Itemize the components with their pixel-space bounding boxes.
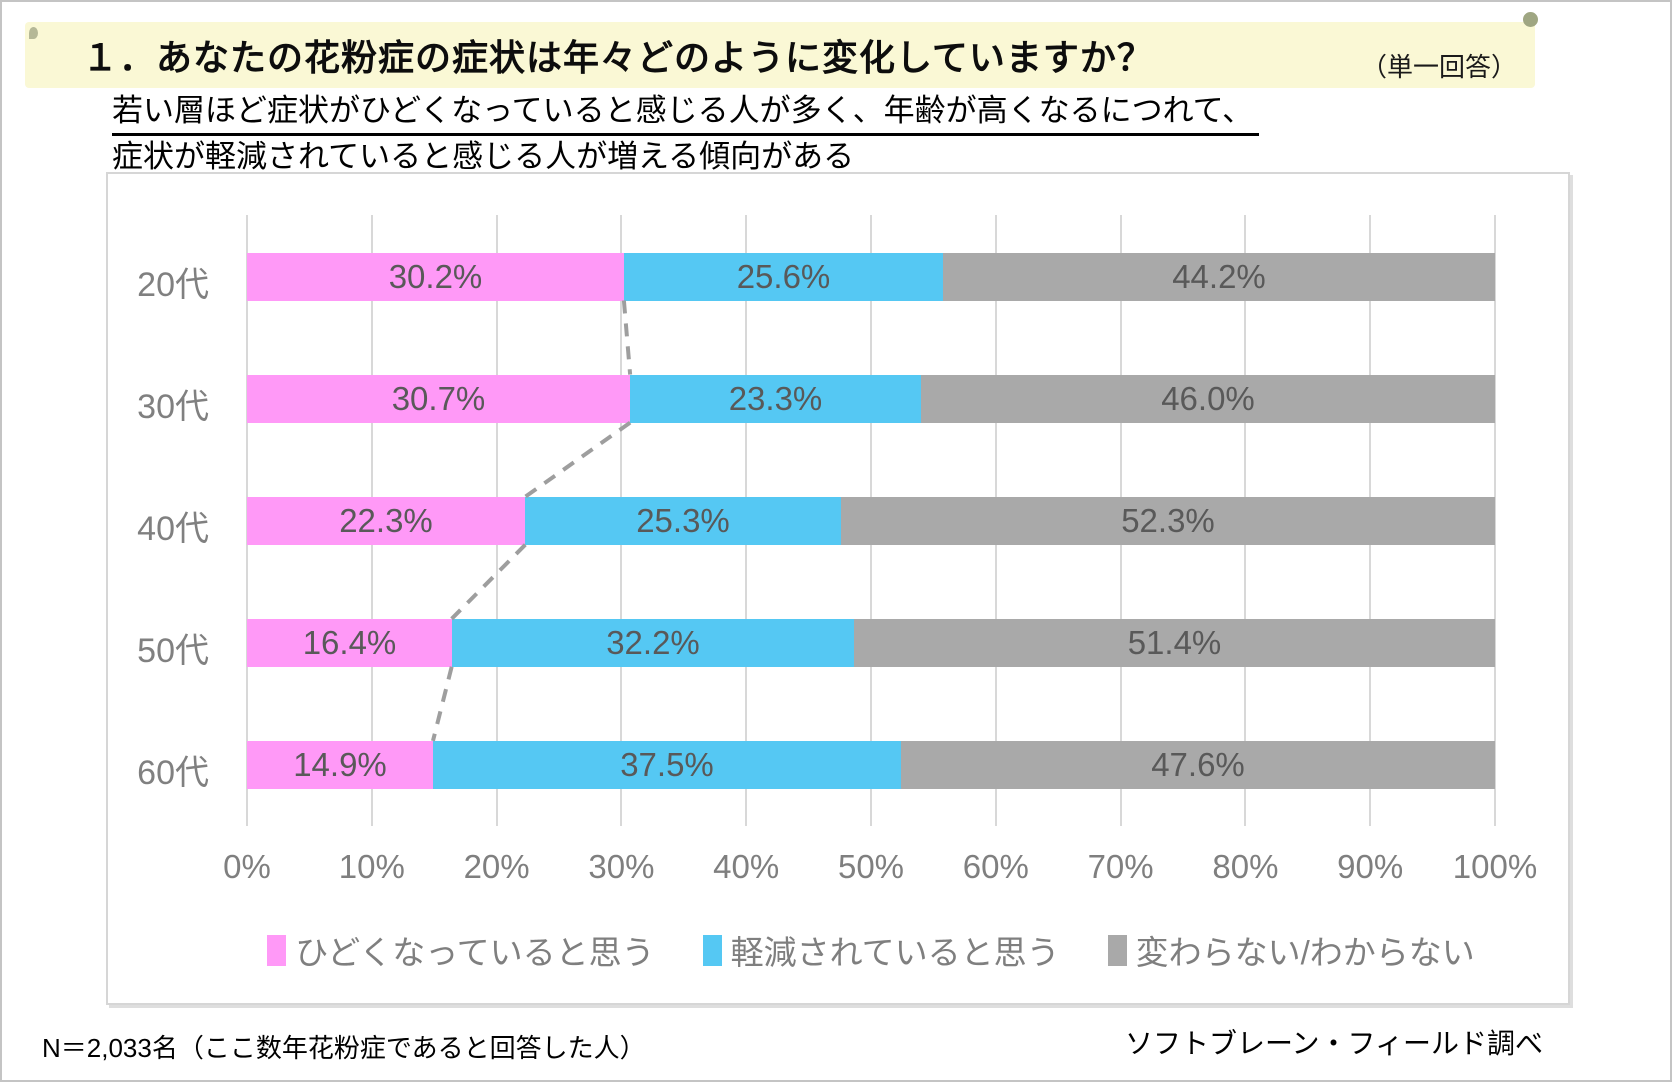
bar-row: 16.4% 32.2% 51.4%	[247, 618, 1495, 667]
category-label: 40代	[137, 509, 209, 548]
bar-segment: 37.5%	[433, 740, 901, 789]
bar-segment: 16.4%	[247, 618, 452, 667]
bar-segment: 22.3%	[247, 496, 525, 545]
x-axis-tick-label: 60%	[962, 848, 1029, 885]
bar-segment: 25.3%	[525, 496, 841, 545]
bar-segment: 46.0%	[921, 374, 1495, 423]
bar-segment: 44.2%	[943, 252, 1495, 301]
legend-item: 軽減されていると思う	[702, 926, 1060, 974]
bar-row: 30.2% 25.6% 44.2%	[247, 252, 1495, 301]
bar-segment: 14.9%	[247, 740, 433, 789]
gridline	[1494, 215, 1496, 826]
bar-row: 30.7% 23.3% 46.0%	[247, 374, 1495, 423]
question-title-band: １．あなたの花粉症の症状は年々どのように変化していますか？ （単一回答）	[25, 12, 1538, 88]
decoration-dot-right-icon	[1523, 12, 1538, 27]
category-label: 20代	[137, 265, 209, 304]
x-axis-tick-label: 70%	[1087, 848, 1154, 885]
category-label: 60代	[137, 753, 209, 792]
x-axis-tick-label: 90%	[1337, 848, 1404, 885]
x-axis-tick-label: 10%	[338, 848, 405, 885]
bar-row: 22.3% 25.3% 52.3%	[247, 496, 1495, 545]
legend-swatch-icon	[1107, 934, 1127, 966]
chart-card: 0% 10% 20% 30% 40% 50% 60% 70% 80% 90% 100% 20代 30.2…	[106, 172, 1570, 1005]
x-axis-tick-label: 80%	[1212, 848, 1279, 885]
legend-swatch-icon	[702, 934, 722, 966]
bar-segment: 51.4%	[854, 618, 1495, 667]
bar-segment: 32.2%	[452, 618, 854, 667]
x-axis-tick-label: 50%	[837, 848, 905, 885]
x-axis-tick-label: 100%	[1452, 848, 1538, 885]
bar-segment: 47.6%	[901, 740, 1495, 789]
bar-segment: 25.6%	[624, 252, 943, 301]
x-axis-tick-label: 30%	[588, 848, 655, 885]
summary-line-1: 若い層ほど症状がひどくなっていると感じる人が多く、年齢が高くなるにつれて、	[112, 90, 1260, 136]
summary-text: 若い層ほど症状がひどくなっていると感じる人が多く、年齢が高くなるにつれて、 症状…	[112, 90, 1260, 182]
legend-item: 変わらない/わからない	[1107, 926, 1475, 974]
bar-segment: 30.7%	[247, 374, 630, 423]
legend-swatch-icon	[267, 934, 287, 966]
source-note: ソフトブレーン・フィールド調べ	[1124, 1028, 1543, 1059]
bar-row: 14.9% 37.5% 47.6%	[247, 740, 1495, 789]
sample-size-note: N＝2,033名（ここ数年花粉症であると回答した人）	[42, 1033, 646, 1063]
x-axis-tick-label: 20%	[463, 848, 530, 885]
legend-label: 変わらない/わからない	[1135, 934, 1475, 971]
x-axis-tick-label: 40%	[713, 848, 780, 885]
bar-segment: 23.3%	[630, 374, 921, 423]
question-title: １．あなたの花粉症の症状は年々どのように変化していますか？	[82, 37, 1154, 78]
bar-segment: 30.2%	[247, 252, 624, 301]
plot-area: 0% 10% 20% 30% 40% 50% 60% 70% 80% 90% 100% 20代 30.2…	[137, 215, 1537, 885]
category-label: 50代	[137, 631, 209, 670]
answer-type-note: （単一回答）	[1360, 52, 1517, 82]
chart-legend: ひどくなっていると思う 軽減されていると思う 変わらない/わからない	[247, 926, 1495, 974]
category-label: 30代	[137, 387, 209, 426]
x-axis-tick-label: 0%	[223, 848, 271, 885]
legend-label: ひどくなっていると思う	[295, 934, 655, 971]
decoration-dot-left-icon	[29, 27, 38, 39]
legend-label: 軽減されていると思う	[730, 934, 1060, 971]
legend-item: ひどくなっていると思う	[267, 926, 655, 974]
bar-segment: 52.3%	[841, 496, 1495, 545]
